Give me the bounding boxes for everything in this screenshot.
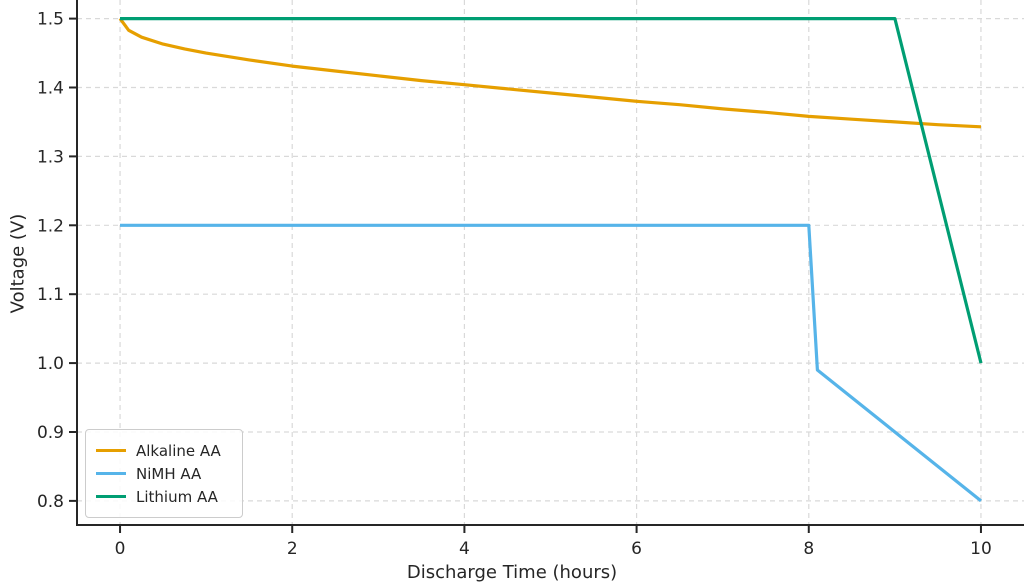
x-axis-label: Discharge Time (hours) [406, 562, 618, 583]
x-tick-label: 8 [803, 539, 814, 559]
series-line-alkaline-aa [118, 17, 982, 129]
y-tick-label: 1.2 [37, 216, 64, 236]
legend-label: Alkaline AA [136, 441, 221, 460]
x-tick-label: 0 [115, 539, 126, 559]
y-tick-label: 1.0 [37, 354, 64, 374]
legend-item-lithium-aa: Lithium AA [96, 485, 230, 508]
legend: Alkaline AA NiMH AA Lithium AA [85, 429, 243, 518]
y-axis-label: Voltage (V) [7, 213, 29, 314]
legend-swatch [96, 449, 126, 452]
legend-swatch [96, 495, 126, 498]
legend-label: Lithium AA [136, 487, 218, 506]
y-tick-label: 0.9 [37, 423, 64, 443]
y-tick-label: 1.1 [37, 285, 64, 305]
legend-item-alkaline-aa: Alkaline AA [96, 439, 230, 462]
y-tick-label: 1.4 [37, 79, 64, 99]
x-tick-label: 10 [970, 539, 992, 559]
x-tick-label: 4 [459, 539, 470, 559]
legend-label: NiMH AA [136, 464, 202, 483]
x-tick-label: 6 [631, 539, 642, 559]
legend-swatch [96, 472, 126, 475]
y-tick-label: 0.8 [37, 492, 64, 512]
y-tick-label: 1.3 [37, 147, 64, 167]
series-line-lithium-aa [120, 17, 983, 364]
series-line-nimh-aa [120, 223, 982, 503]
y-tick-label: 1.5 [37, 10, 64, 30]
legend-item-nimh-aa: NiMH AA [96, 462, 230, 485]
x-tick-label: 2 [287, 539, 298, 559]
